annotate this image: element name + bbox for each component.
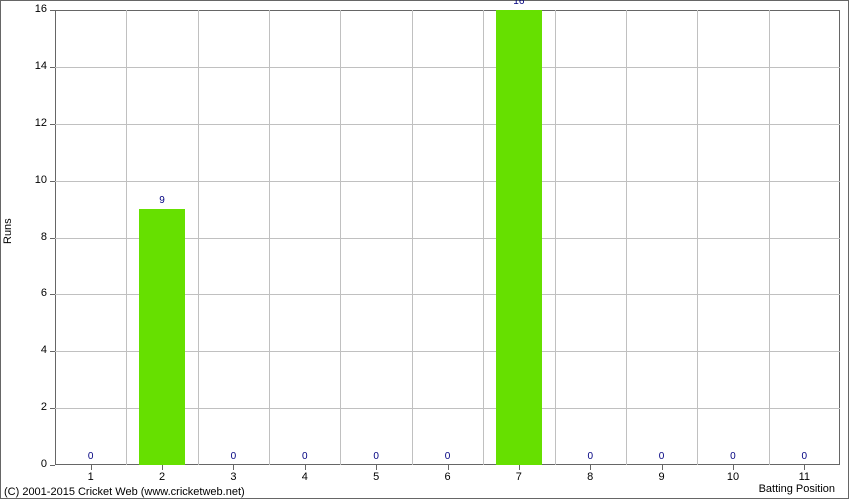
y-tick-label: 10 (35, 174, 47, 186)
value-label: 16 (504, 0, 534, 7)
x-tick-label: 6 (433, 471, 463, 483)
x-tick-label: 9 (647, 471, 677, 483)
x-tick (733, 465, 734, 470)
gridline (626, 10, 627, 465)
y-tick-label: 0 (41, 458, 47, 470)
value-label: 0 (290, 451, 320, 462)
x-tick-label: 11 (789, 471, 819, 483)
x-tick-label: 4 (290, 471, 320, 483)
gridline (412, 10, 413, 465)
x-tick-label: 10 (718, 471, 748, 483)
value-label: 0 (433, 451, 463, 462)
x-tick (519, 465, 520, 470)
x-tick (162, 465, 163, 470)
y-tick (50, 181, 55, 182)
gridline (769, 10, 770, 465)
value-label: 0 (647, 451, 677, 462)
x-tick-label: 7 (504, 471, 534, 483)
plot-area: 090000160000 (55, 10, 840, 465)
x-tick (91, 465, 92, 470)
y-tick-label: 14 (35, 60, 47, 72)
y-tick-label: 8 (41, 231, 47, 243)
value-label: 0 (789, 451, 819, 462)
gridline (483, 10, 484, 465)
value-label: 0 (218, 451, 248, 462)
y-tick (50, 124, 55, 125)
gridline (555, 10, 556, 465)
gridline (55, 67, 840, 68)
bar (496, 10, 542, 465)
gridline (697, 10, 698, 465)
y-tick (50, 351, 55, 352)
y-tick-label: 12 (35, 117, 47, 129)
x-axis-label: Batting Position (759, 483, 835, 495)
x-tick (233, 465, 234, 470)
x-tick (804, 465, 805, 470)
chart-container: 090000160000 Runs Batting Position (C) 2… (0, 0, 850, 500)
y-tick-label: 16 (35, 3, 47, 15)
gridline (55, 181, 840, 182)
y-tick (50, 408, 55, 409)
x-tick (305, 465, 306, 470)
x-tick-label: 5 (361, 471, 391, 483)
y-tick (50, 10, 55, 11)
gridline (340, 10, 341, 465)
x-tick (448, 465, 449, 470)
x-tick (590, 465, 591, 470)
x-tick (662, 465, 663, 470)
value-label: 0 (575, 451, 605, 462)
y-tick (50, 67, 55, 68)
y-tick-label: 4 (41, 344, 47, 356)
gridline (269, 10, 270, 465)
gridline (198, 10, 199, 465)
gridline (55, 124, 840, 125)
y-tick-label: 6 (41, 287, 47, 299)
y-axis-label: Runs (2, 218, 14, 244)
value-label: 0 (718, 451, 748, 462)
value-label: 9 (147, 195, 177, 206)
x-tick (376, 465, 377, 470)
x-tick-label: 2 (147, 471, 177, 483)
gridline (126, 10, 127, 465)
copyright-text: (C) 2001-2015 Cricket Web (www.cricketwe… (4, 486, 245, 498)
x-tick-label: 1 (76, 471, 106, 483)
value-label: 0 (76, 451, 106, 462)
y-tick (50, 294, 55, 295)
x-tick-label: 3 (218, 471, 248, 483)
bar (139, 209, 185, 465)
y-tick (50, 465, 55, 466)
y-tick-label: 2 (41, 401, 47, 413)
value-label: 0 (361, 451, 391, 462)
x-tick-label: 8 (575, 471, 605, 483)
y-tick (50, 238, 55, 239)
